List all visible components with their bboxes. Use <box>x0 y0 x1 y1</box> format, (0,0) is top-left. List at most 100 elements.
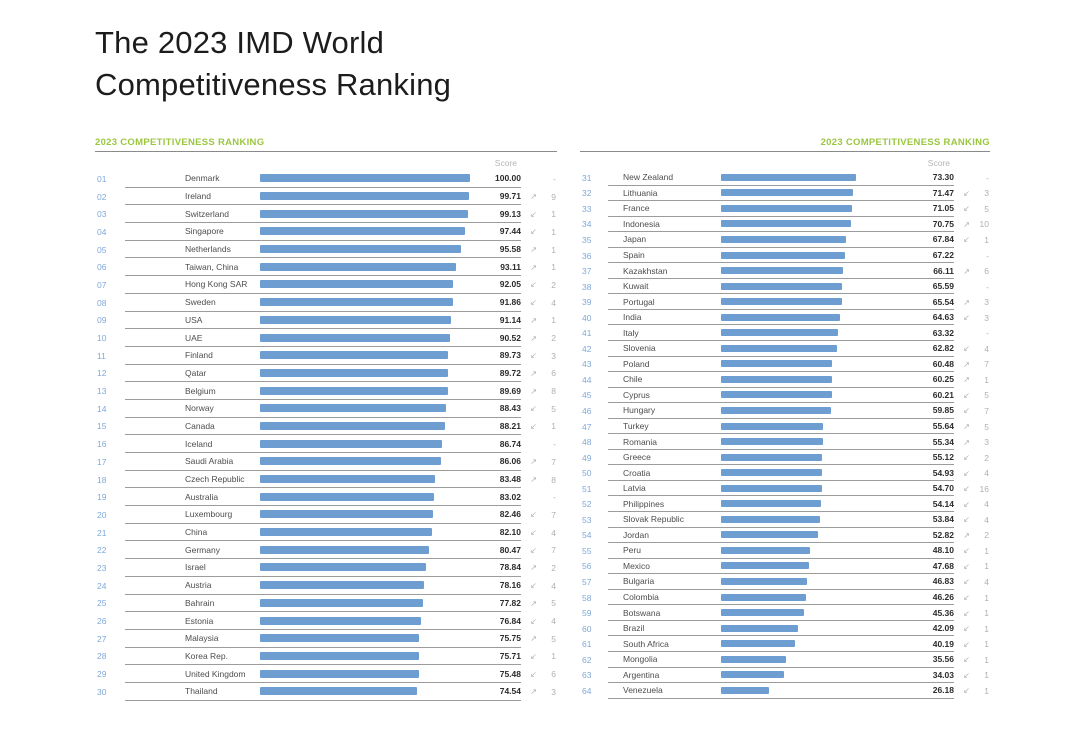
trend-down-icon: ↙ <box>963 593 970 603</box>
row-line-group: Slovenia 62.82 <box>608 341 954 357</box>
score-bar <box>260 192 470 201</box>
rank-change: 1 <box>984 685 989 696</box>
score-bar-track <box>260 545 470 554</box>
rank-change: 1 <box>984 374 989 385</box>
score-bar-track <box>260 492 470 501</box>
table-row: 19 Australia 83.02 - <box>95 488 557 507</box>
row-line-group: Venezuela 26.18 <box>608 683 954 699</box>
table-row: 20 Luxembourg 82.46 ↙ 7 <box>95 506 557 524</box>
rank-number: 41 <box>582 328 592 339</box>
row-line-group: South Africa 40.19 <box>608 636 954 652</box>
score-value: 82.46 <box>499 509 521 520</box>
country-name: Kuwait <box>623 281 649 292</box>
score-bar <box>260 457 441 466</box>
rank-number: 22 <box>97 545 107 556</box>
score-value: 97.44 <box>499 226 521 237</box>
rank-number: 43 <box>582 359 592 370</box>
country-name: South Africa <box>623 638 669 649</box>
score-bar <box>721 609 805 617</box>
rank-number: 52 <box>582 499 592 510</box>
score-bar <box>721 500 821 508</box>
country-name: New Zealand <box>623 172 674 183</box>
rank-change: 5 <box>551 403 556 414</box>
rank-change: 1 <box>551 315 556 326</box>
row-line-group: Belgium 89.69 <box>125 382 521 400</box>
rank-number: 24 <box>97 580 107 591</box>
row-line-group: China 82.10 <box>125 524 521 542</box>
score-bar-track <box>721 204 905 212</box>
rank-number: 62 <box>582 654 592 665</box>
rank-change: 1 <box>984 592 989 603</box>
score-bar <box>721 173 856 181</box>
score-bar-track <box>721 593 905 601</box>
rank-change: 1 <box>984 545 989 556</box>
table-row: 15 Canada 88.21 ↙ 1 <box>95 418 557 436</box>
rank-number: 33 <box>582 203 592 214</box>
row-line-group: Thailand 74.54 <box>125 683 521 701</box>
page-title-line2: Competitiveness Ranking <box>95 67 452 102</box>
rank-number: 07 <box>97 279 107 290</box>
score-bar <box>260 351 449 360</box>
score-value: 91.14 <box>499 314 521 325</box>
rank-number: 05 <box>97 244 107 255</box>
row-line-group: Israel 78.84 <box>125 559 521 577</box>
table-row: 26 Estonia 76.84 ↙ 4 <box>95 612 557 630</box>
table-row: 07 Hong Kong SAR 92.05 ↙ 2 <box>95 276 557 294</box>
score-bar-track <box>721 671 905 679</box>
row-line-group: Netherlands 95.58 <box>125 241 521 259</box>
row-line-group: Colombia 46.26 <box>608 590 954 606</box>
score-bar-track <box>721 329 905 337</box>
score-bar-track <box>260 634 470 643</box>
rank-change: - <box>553 439 556 450</box>
row-line-group: Austria 78.16 <box>125 577 521 595</box>
country-name: Israel <box>185 562 206 573</box>
score-bar <box>721 438 823 446</box>
table-row: 08 Sweden 91.86 ↙ 4 <box>95 294 557 312</box>
trend-up-icon: ↗ <box>530 598 537 608</box>
score-bar <box>721 484 822 492</box>
row-line-group: Mongolia 35.56 <box>608 652 954 668</box>
panel-header-left: 2023 COMPETITIVENESS RANKING <box>95 137 557 152</box>
score-bar <box>721 267 843 275</box>
country-name: Slovenia <box>623 343 656 354</box>
row-line-group: Bahrain 77.82 <box>125 595 521 613</box>
row-line-group: Turkey 55.64 <box>608 419 954 435</box>
row-line-group: Jordan 52.82 <box>608 528 954 544</box>
row-line-group: Mexico 47.68 <box>608 559 954 575</box>
score-bar-track <box>721 438 905 446</box>
score-bar-track <box>260 439 470 448</box>
rank-change: 6 <box>551 368 556 379</box>
country-name: Brazil <box>623 623 645 634</box>
country-name: Venezuela <box>623 685 663 696</box>
rank-number: 60 <box>582 623 592 634</box>
rank-change: 3 <box>984 312 989 323</box>
country-name: Malaysia <box>185 633 219 644</box>
rank-number: 02 <box>97 191 107 202</box>
score-value: 59.85 <box>932 405 954 416</box>
trend-down-icon: ↙ <box>963 484 970 494</box>
score-bar-track <box>260 457 470 466</box>
trend-down-icon: ↙ <box>530 298 537 308</box>
country-name: Spain <box>623 250 645 260</box>
score-bar <box>721 189 853 197</box>
score-bar <box>260 651 419 660</box>
table-row: 49 Greece 55.12 ↙ 2 <box>580 450 990 466</box>
trend-up-icon: ↗ <box>963 375 970 385</box>
country-name: Czech Republic <box>185 474 245 485</box>
rank-change: - <box>986 281 989 292</box>
score-bar-track <box>260 528 470 537</box>
rank-number: 35 <box>582 234 592 245</box>
rank-change: 1 <box>984 623 989 634</box>
trend-down-icon: ↙ <box>963 468 970 478</box>
rank-change: 1 <box>984 670 989 681</box>
rank-change: 16 <box>979 483 989 494</box>
rank-change: 4 <box>984 343 989 354</box>
score-value: 60.21 <box>932 389 954 400</box>
rank-change: 1 <box>551 244 556 255</box>
rank-change: 7 <box>551 456 556 467</box>
score-bar-track <box>260 245 470 254</box>
row-line-group: Australia 83.02 <box>125 488 521 507</box>
score-bar <box>260 245 461 254</box>
row-line-group: Argentina 34.03 <box>608 668 954 684</box>
